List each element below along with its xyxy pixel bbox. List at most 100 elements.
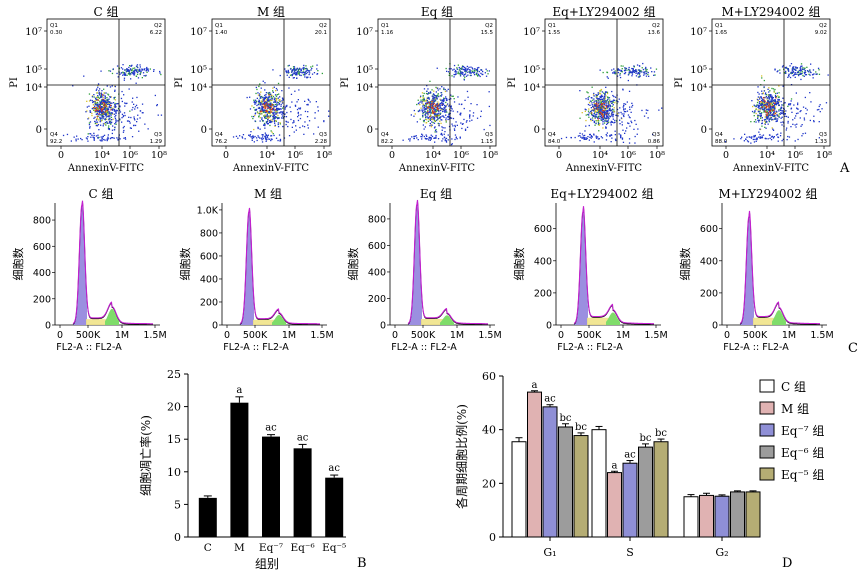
event-dot [583,138,585,140]
event-dot [588,108,590,110]
event-dot [618,69,620,71]
event-dot [432,119,434,121]
event-dot [427,120,430,122]
event-dot [299,74,301,76]
event-dot [288,135,291,137]
event-dot [264,135,267,137]
event-dot [440,119,442,121]
event-dot [785,129,787,131]
event-dot [612,108,614,110]
s-phase-fill [587,317,609,325]
event-dot [276,116,278,119]
event-dot [110,114,112,116]
event-dot [121,113,124,115]
event-dot [778,85,780,87]
x-axis-label: AnnexinV-FITC [732,163,810,174]
event-dot [462,73,464,75]
event-dot [282,112,284,115]
event-dot [474,70,476,72]
event-dot [266,98,268,100]
event-dot [108,101,110,103]
event-dot [297,116,299,118]
event-dot [275,100,278,102]
event-dot [456,71,458,73]
event-dot [258,95,261,97]
event-dot [792,66,794,69]
event-dot [631,75,633,77]
event-dot [435,134,437,137]
event-dot [768,101,770,103]
event-dot [100,95,102,97]
event-dot [785,70,787,73]
x-axis-label: FL2-A :: FL2-A [391,342,457,353]
event-dot [436,67,438,69]
event-dot [471,67,473,69]
event-dot [103,104,105,106]
event-dot [783,110,786,112]
event-dot [628,90,631,92]
event-dot [469,69,471,72]
event-dot [461,73,463,75]
event-dot [102,135,104,137]
event-dot [440,107,442,109]
event-dot [759,108,761,111]
event-dot [768,98,770,100]
y-axis-label: 细胞数 [679,248,692,281]
event-dot [302,71,304,74]
event-dot [789,65,791,67]
event-dot [773,111,775,114]
event-dot [646,68,648,71]
y-tick-label: 0 [712,321,718,332]
event-dot [259,107,261,110]
event-dot [774,99,776,101]
event-dot [773,118,776,120]
bar [745,491,761,538]
event-dot [769,103,771,105]
event-dot [762,92,764,94]
event-dot [767,88,769,90]
event-dot [758,107,760,110]
fit-curve [407,199,488,325]
event-dot [813,121,815,123]
event-dot [277,108,280,110]
event-dot [420,107,422,109]
event-dot [422,103,424,105]
event-dot [770,117,773,119]
event-dot [465,121,468,123]
event-dot [254,102,256,104]
event-dot [602,101,604,103]
event-dot [307,98,309,100]
event-dot [441,140,443,142]
event-dot [587,113,589,116]
event-dot [268,115,270,117]
event-dot [438,103,440,105]
event-dot [303,126,306,128]
event-dot [450,107,452,109]
event-dot [268,94,270,96]
event-dot [778,96,780,98]
event-dot [773,113,775,116]
event-dot [265,121,268,124]
event-dot [293,77,295,79]
event-dot [800,68,802,70]
event-dot [89,127,91,129]
event-dot [460,122,462,124]
event-dot [85,137,88,139]
event-dot [605,107,607,110]
event-dot [89,99,92,101]
event-dot [265,137,267,139]
x-tick-label: 500K [76,330,101,341]
event-dot [419,101,421,103]
event-dot [97,103,99,105]
fit-curve [72,200,153,325]
event-dot [476,104,478,106]
event-dot [95,109,97,111]
event-dot [468,66,470,68]
event-dot [584,138,586,140]
event-dot [641,71,643,73]
event-dot [307,69,309,72]
event-dot [122,127,124,129]
event-dot [793,68,795,70]
event-dot [597,118,599,120]
event-dot [283,115,286,118]
